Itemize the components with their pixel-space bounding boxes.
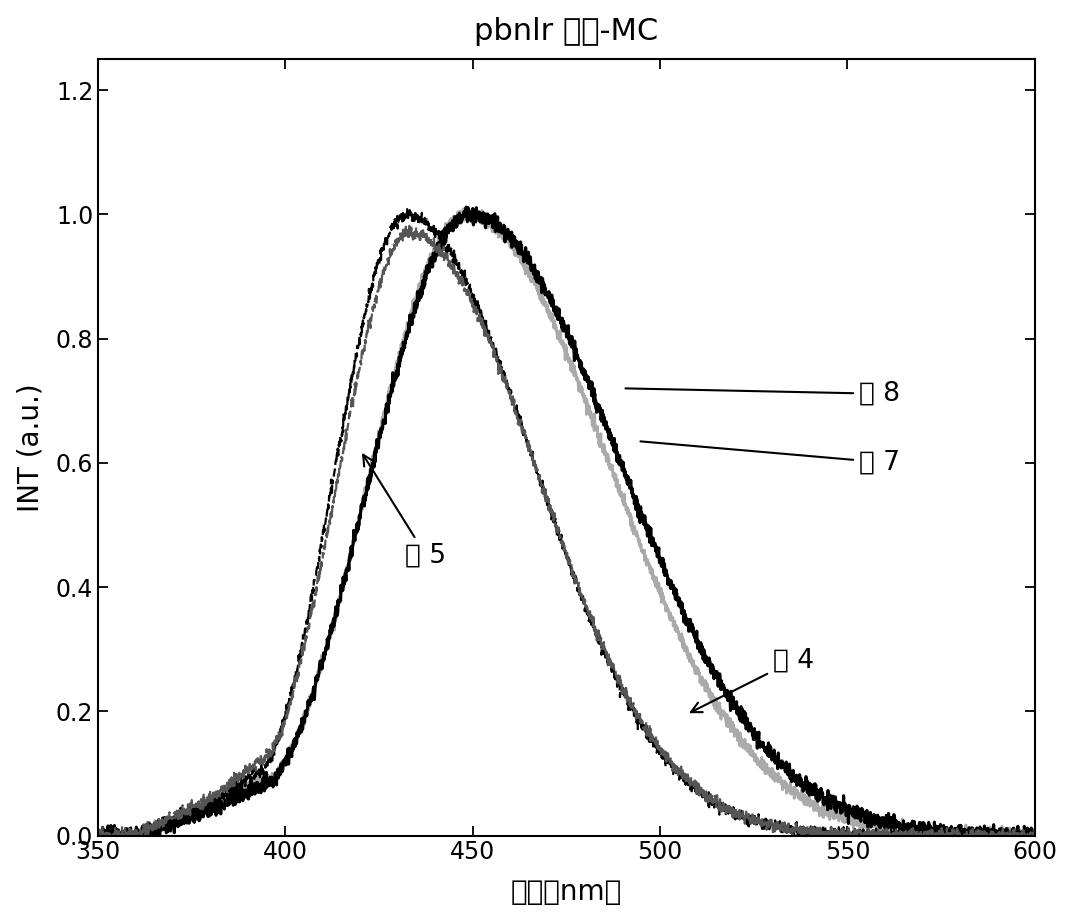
Text: 式 7: 式 7 [640, 441, 900, 475]
Text: 式 5: 式 5 [363, 455, 447, 569]
Title: pbnlr 系列-MC: pbnlr 系列-MC [475, 17, 658, 45]
X-axis label: 波长（nm）: 波长（nm） [511, 879, 622, 906]
Text: 式 4: 式 4 [691, 648, 814, 713]
Y-axis label: INT (a.u.): INT (a.u.) [17, 383, 45, 511]
Text: 式 8: 式 8 [625, 381, 900, 407]
